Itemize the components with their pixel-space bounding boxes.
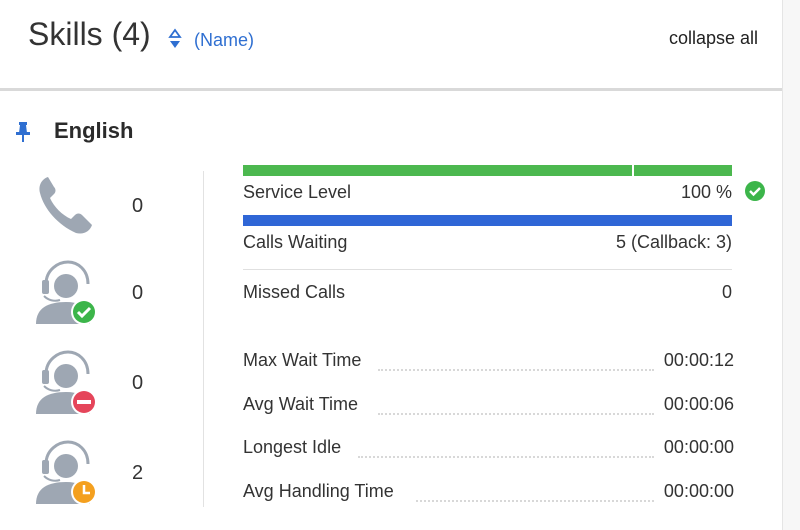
agent-row-phone: 0: [30, 171, 190, 251]
service-level-value: 100 %: [680, 182, 732, 202]
leader-dots: [378, 411, 654, 415]
avg-wait-time-value: 00:00:06: [663, 394, 734, 414]
agent-count: 2: [132, 462, 144, 484]
agent-count: 0: [132, 282, 144, 304]
calls-waiting-label: Calls Waiting: [243, 232, 348, 252]
max-wait-time-label: Max Wait Time: [243, 350, 362, 370]
agent-row-available: 0: [30, 258, 190, 338]
max-wait-time-value: 00:00:12: [663, 350, 734, 370]
service-level-bar: [243, 165, 732, 176]
scrollbar[interactable]: [782, 0, 800, 530]
sort-by-name-link[interactable]: (Name): [194, 30, 255, 50]
missed-calls-label: Missed Calls: [243, 282, 346, 302]
longest-idle-value: 00:00:00: [663, 437, 734, 457]
agent-idle-icon: [36, 440, 97, 505]
check-circle-icon: [745, 181, 765, 201]
agent-available-icon: [36, 260, 97, 325]
page-title: Skills (4): [28, 16, 151, 52]
agent-unavailable-icon: [36, 350, 97, 415]
service-level-label: Service Level: [243, 182, 352, 202]
agent-row-unavailable: 0: [30, 348, 190, 428]
leader-dots: [416, 498, 654, 502]
avg-handling-time-value: 00:00:00: [663, 481, 734, 501]
calls-waiting-value: 5 (Callback: 3): [615, 232, 732, 252]
calls-waiting-bar: [243, 215, 732, 226]
missed-calls-value: 0: [721, 282, 732, 302]
skill-name: English: [54, 118, 134, 143]
separator: [243, 269, 732, 270]
divider: [203, 171, 204, 507]
avg-wait-time-label: Avg Wait Time: [243, 394, 359, 414]
skill-panel: English 0 0 0: [0, 91, 782, 530]
pin-icon[interactable]: [14, 121, 32, 143]
leader-dots: [378, 367, 654, 371]
agent-row-idle: 2: [30, 438, 190, 518]
agent-count: 0: [132, 195, 144, 217]
agent-count: 0: [132, 372, 144, 394]
sort-icon[interactable]: [168, 28, 182, 50]
leader-dots: [358, 454, 654, 458]
service-level-target-marker: [632, 163, 634, 178]
collapse-all-link[interactable]: collapse all: [668, 28, 758, 48]
skills-header: Skills (4) (Name) collapse all: [0, 0, 782, 91]
phone-icon: [39, 177, 92, 234]
avg-handling-time-label: Avg Handling Time: [243, 481, 394, 501]
longest-idle-label: Longest Idle: [243, 437, 342, 457]
